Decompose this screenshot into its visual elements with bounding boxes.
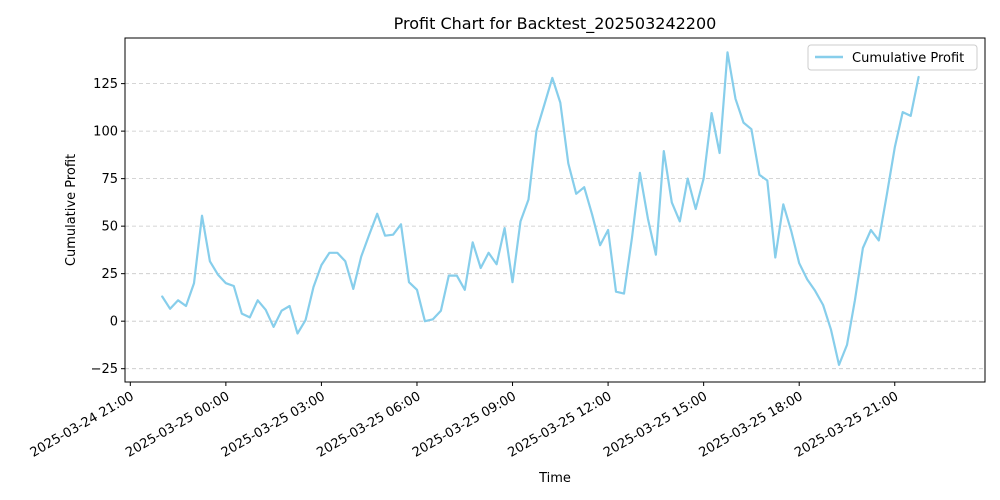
gridlines — [125, 83, 985, 370]
series-layer — [161, 51, 920, 366]
y-tick-label: 75 — [101, 172, 118, 187]
legend: Cumulative Profit — [807, 44, 978, 71]
x-axis-title: Time — [538, 471, 571, 486]
legend-box — [807, 44, 978, 71]
y-tick-label: 0 — [110, 315, 118, 330]
y-tick-label: −25 — [91, 362, 118, 377]
y-tick-label: 125 — [93, 77, 118, 92]
series-line — [161, 51, 920, 366]
y-tick-label: 100 — [93, 125, 118, 140]
legend-label: Cumulative Profit — [852, 51, 964, 66]
y-tick-label: 50 — [101, 220, 118, 235]
y-tick-label: 25 — [101, 267, 118, 282]
y-axis-title: Cumulative Profit — [64, 154, 79, 266]
plot-frame — [124, 37, 986, 383]
chart-title: Profit Chart for Backtest_202503242200 — [394, 14, 717, 34]
y-axis: −25 0 25 50 75 100 125 — [91, 77, 125, 377]
